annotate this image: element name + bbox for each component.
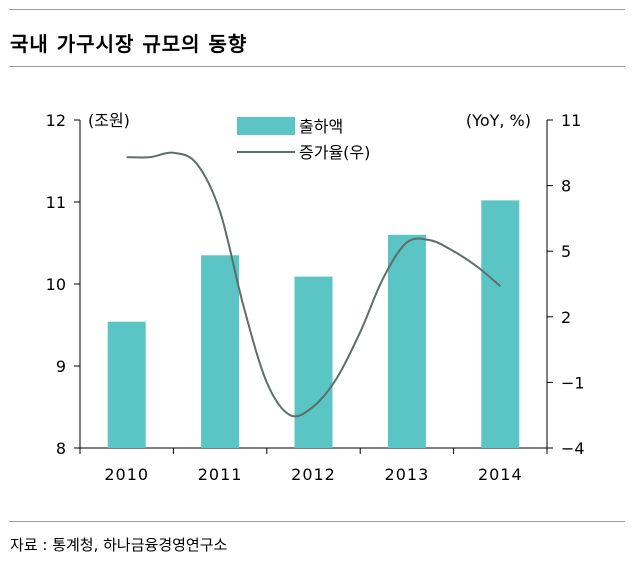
right-tick-label: 2 (561, 308, 571, 327)
right-tick-label: 8 (561, 177, 571, 196)
right-tick-label: −4 (561, 439, 585, 458)
left-axis-unit: (조원) (88, 111, 130, 130)
left-tick-label: 10 (46, 275, 66, 294)
legend: 출하액 증가율(우) (237, 117, 370, 162)
right-axis-unit: (YoY, %) (466, 111, 531, 130)
bar-2012 (294, 276, 333, 448)
x-tick-label: 2012 (291, 465, 336, 484)
top-rule (9, 9, 625, 10)
bar-2014 (481, 200, 520, 448)
bar-2011 (201, 255, 240, 448)
left-tick-label: 11 (46, 193, 66, 212)
growth-rate-line (126, 151, 501, 418)
left-tick-label: 8 (56, 439, 66, 458)
left-tick-label: 12 (46, 111, 66, 130)
right-tick-label: 11 (561, 111, 581, 130)
x-tick-label: 2011 (198, 465, 243, 484)
right-tick-label: −1 (561, 373, 585, 392)
bar-2013 (387, 234, 426, 448)
x-tick-label: 2013 (385, 465, 430, 484)
legend-line-label: 증가율(우) (299, 143, 370, 162)
left-tick-label: 9 (56, 357, 66, 376)
legend-bar-swatch (237, 117, 295, 135)
legend-bar-label: 출하액 (299, 117, 343, 136)
bar-2010 (107, 321, 146, 448)
x-tick-label: 2014 (478, 465, 523, 484)
title-rule (9, 66, 625, 67)
page-title: 국내 가구시장 규모의 동향 (10, 32, 248, 56)
right-tick-label: 5 (561, 242, 571, 261)
x-tick-label: 2010 (104, 465, 149, 484)
source-note: 자료 : 통계청, 하나금융경영연구소 (10, 536, 228, 554)
source-rule (9, 521, 625, 522)
